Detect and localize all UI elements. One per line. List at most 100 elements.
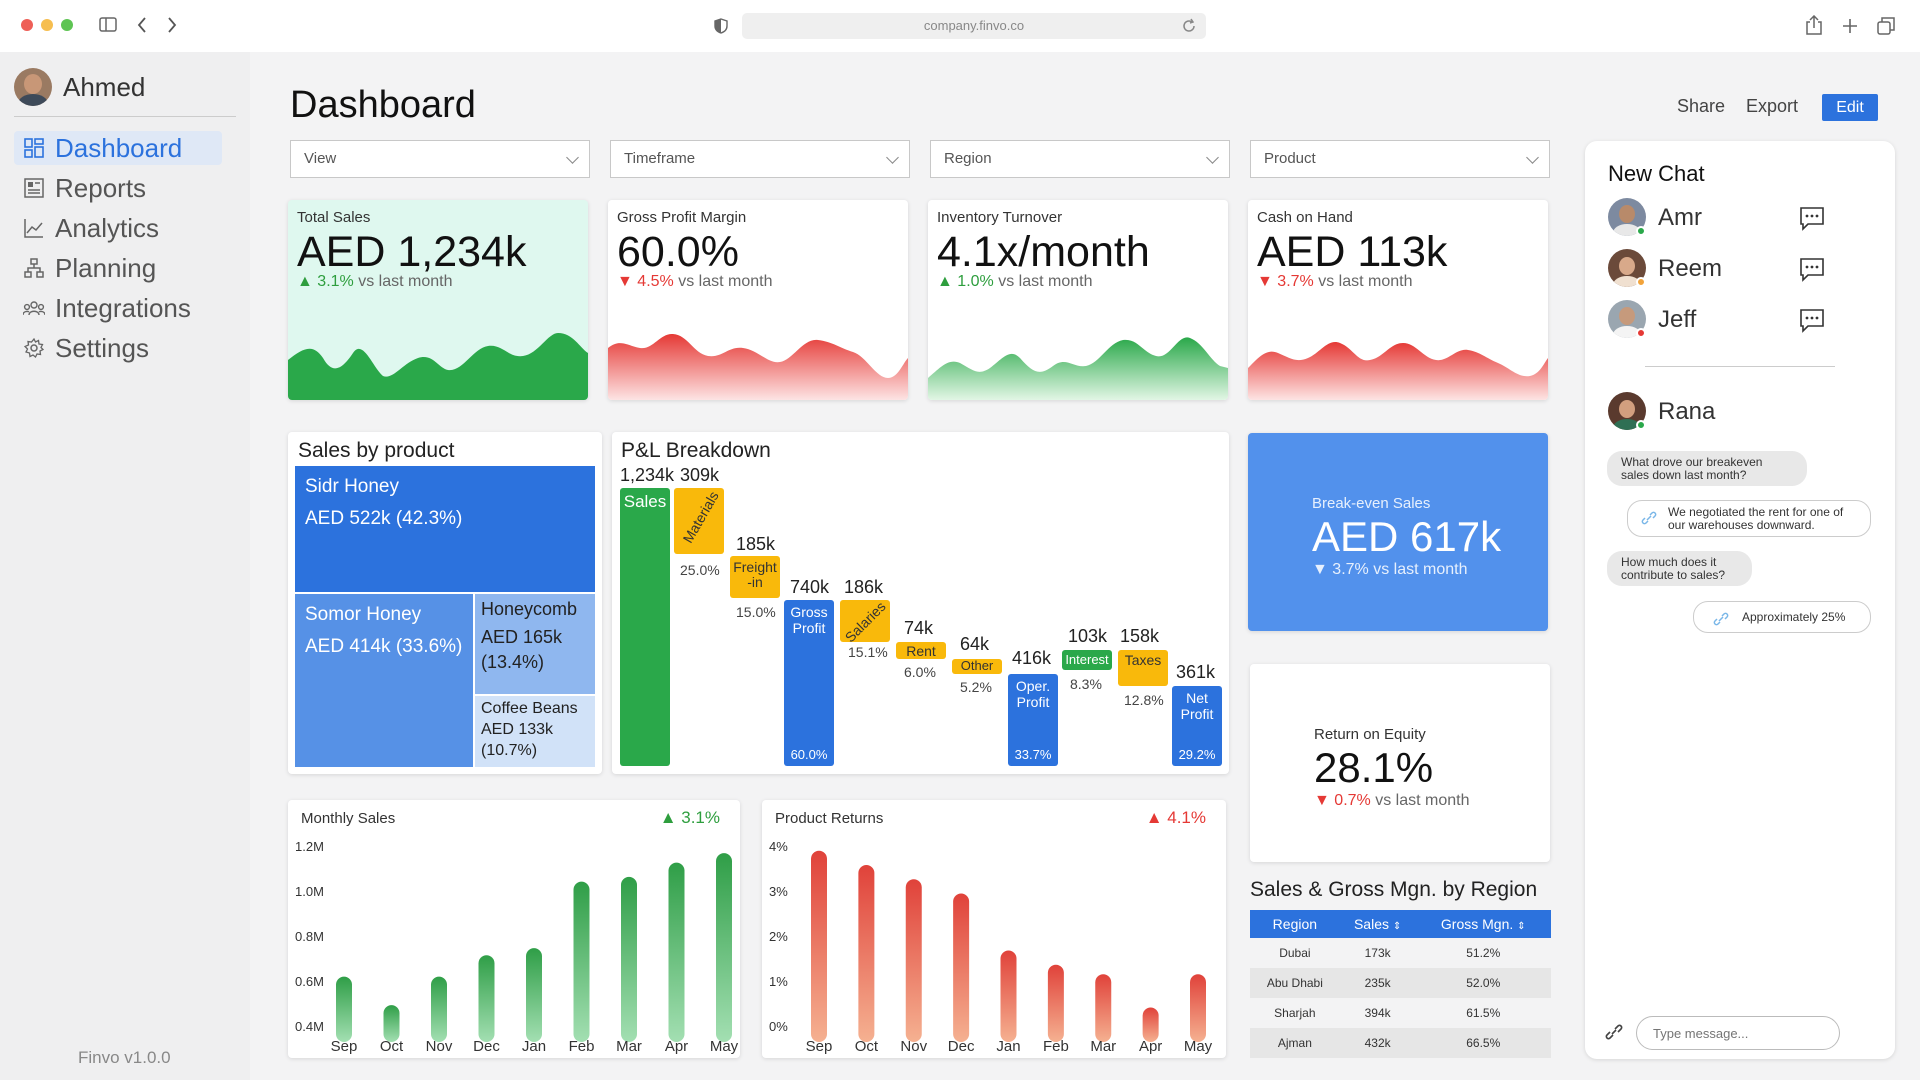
breakeven-card[interactable]: Break-even Sales AED 617k ▼ 3.7% vs last… <box>1248 433 1548 631</box>
waterfall-bar-materials[interactable] <box>674 488 724 554</box>
contact-row-reem[interactable]: Reem <box>1608 249 1878 289</box>
kpi-delta: ▼ 4.5% vs last month <box>617 273 772 291</box>
sidebar-toggle-icon[interactable] <box>99 17 117 32</box>
contact-row-amr[interactable]: Amr <box>1608 198 1878 238</box>
new-tab-icon[interactable] <box>1842 18 1858 34</box>
waterfall-percent: 33.7% <box>1014 747 1052 762</box>
waterfall-bar-operating-profit[interactable] <box>1008 674 1058 766</box>
x-tick-label: Sep <box>806 1038 833 1055</box>
bar-oct[interactable] <box>858 865 875 1042</box>
bar-dec[interactable] <box>478 955 495 1042</box>
share-icon[interactable] <box>1806 15 1822 35</box>
column-header-region[interactable]: Region <box>1250 910 1340 938</box>
sidebar-item-planning[interactable]: Planning <box>14 251 222 285</box>
sidebar-item-settings[interactable]: Settings <box>14 331 222 365</box>
product-returns-card: Product Returns ▲ 4.1% 4% 3% 2% 1% 0% Sep Oct N… <box>762 800 1226 1058</box>
message-icon[interactable] <box>1798 308 1826 334</box>
view-dropdown[interactable]: View <box>290 140 590 178</box>
waterfall-bar-gross-profit[interactable] <box>784 600 834 766</box>
waterfall-bar-net-profit[interactable] <box>1172 686 1222 766</box>
bar-sep[interactable] <box>811 850 827 1042</box>
message-input[interactable] <box>1636 1016 1840 1050</box>
waterfall-bar-salaries[interactable] <box>840 600 890 642</box>
waterfall-percent: 6.0% <box>904 664 936 680</box>
waterfall-bar-rent[interactable] <box>896 642 946 659</box>
sidebar-item-analytics[interactable]: Analytics <box>14 211 222 245</box>
hierarchy-icon <box>23 257 45 279</box>
bar-apr[interactable] <box>668 862 685 1042</box>
table-row: Dubai 173k 51.2% <box>1250 938 1551 968</box>
sort-icon[interactable]: ⇕ <box>1392 921 1402 932</box>
kpi-card-inventory-turnover[interactable]: Inventory Turnover 4.1x/month ▲ 1.0% vs … <box>928 200 1228 400</box>
column-header-gross-margin[interactable]: Gross Mgn. ⇕ <box>1415 910 1551 938</box>
treemap-cell-somor-honey[interactable]: Somor Honey AED 414k (33.6%) <box>295 594 473 767</box>
contact-row-jeff[interactable]: Jeff <box>1608 300 1878 340</box>
bar-dec[interactable] <box>953 893 970 1043</box>
waterfall-bar-other[interactable] <box>952 659 1002 674</box>
region-dropdown[interactable]: Region <box>930 140 1230 178</box>
waterfall-bar-sales[interactable] <box>620 488 670 766</box>
active-chat-header[interactable]: Rana <box>1608 392 1878 432</box>
bar-mar[interactable] <box>621 876 637 1042</box>
x-tick-label: Feb <box>1043 1038 1069 1055</box>
bar-nov[interactable] <box>431 976 447 1042</box>
kpi-card-total-sales[interactable]: Total Sales AED 1,234k ▲ 3.1% vs last mo… <box>288 200 588 400</box>
y-tick-label: 1.2M <box>295 839 324 854</box>
message-icon[interactable] <box>1798 206 1826 232</box>
reload-icon[interactable] <box>1181 18 1197 34</box>
column-header-label: Sales <box>1353 916 1389 932</box>
close-window-button[interactable] <box>21 19 33 31</box>
bar-jan[interactable] <box>526 948 542 1042</box>
sort-icon[interactable]: ⇕ <box>1517 921 1526 932</box>
message-icon[interactable] <box>1798 257 1826 283</box>
delta-suffix: vs last month <box>998 273 1093 290</box>
bar-feb[interactable] <box>573 881 590 1042</box>
x-tick-label: Mar <box>616 1038 642 1055</box>
bar-feb[interactable] <box>1047 964 1064 1042</box>
bar-may[interactable] <box>1190 974 1206 1042</box>
bar-sep[interactable] <box>336 976 352 1042</box>
treemap-value: AED 133k (10.7%) <box>481 720 554 759</box>
bar-may[interactable] <box>716 853 732 1042</box>
waterfall-bar-interest[interactable] <box>1062 650 1112 670</box>
x-tick-label: Dec <box>948 1038 975 1055</box>
chat-title: New Chat <box>1608 161 1705 186</box>
maximize-window-button[interactable] <box>61 19 73 31</box>
kpi-card-cash-on-hand[interactable]: Cash on Hand AED 113k ▼ 3.7% vs last mon… <box>1248 200 1548 400</box>
sidebar-item-reports[interactable]: Reports <box>14 171 222 205</box>
bar-apr[interactable] <box>1142 1007 1159 1043</box>
table-cell: 66.5% <box>1415 1028 1551 1058</box>
sidebar-item-label: Planning <box>55 252 157 283</box>
y-tick-label: 0.4M <box>295 1019 324 1034</box>
forward-icon[interactable] <box>167 17 177 33</box>
bar-jan[interactable] <box>1000 950 1017 1043</box>
treemap-cell-sidr-honey[interactable]: Sidr Honey AED 522k (42.3%) <box>295 466 595 592</box>
delta-suffix: vs last month <box>1373 561 1468 578</box>
minimize-window-button[interactable] <box>41 19 53 31</box>
avatar[interactable] <box>14 68 52 106</box>
bar-nov[interactable] <box>905 879 922 1042</box>
edit-button[interactable]: Edit <box>1822 94 1878 121</box>
sidebar-item-dashboard[interactable]: Dashboard <box>14 131 222 165</box>
product-dropdown[interactable]: Product <box>1250 140 1550 178</box>
chevron-down-icon <box>1206 151 1219 164</box>
bar-oct[interactable] <box>383 1005 400 1042</box>
bar-mar[interactable] <box>1095 974 1112 1042</box>
attachment-icon[interactable] <box>1603 1021 1625 1041</box>
tabs-overview-icon[interactable] <box>1877 17 1895 35</box>
kpi-card-gross-profit-margin[interactable]: Gross Profit Margin 60.0% ▼ 4.5% vs last… <box>608 200 908 400</box>
roe-card[interactable]: Return on Equity 28.1% ▼ 0.7% vs last mo… <box>1250 664 1550 862</box>
export-button[interactable]: Export <box>1746 96 1799 116</box>
sidebar-item-integrations[interactable]: Integrations <box>14 291 222 325</box>
treemap-cell-coffee-beans[interactable]: Coffee Beans AED 133k (10.7%) <box>475 696 595 767</box>
kpi-label: Total Sales <box>297 209 371 226</box>
column-header-sales[interactable]: Sales ⇕ <box>1339 910 1416 938</box>
back-icon[interactable] <box>137 17 147 33</box>
treemap-cell-honeycomb[interactable]: Honeycomb AED 165k (13.4%) <box>475 594 595 694</box>
sidebar-item-label: Settings <box>55 332 149 363</box>
waterfall-bar-taxes[interactable] <box>1118 650 1168 686</box>
url-bar[interactable]: company.finvo.co <box>742 13 1206 39</box>
waterfall-bar-freight-in[interactable] <box>730 556 780 598</box>
timeframe-dropdown[interactable]: Timeframe <box>610 140 910 178</box>
share-button[interactable]: Share <box>1677 96 1726 116</box>
